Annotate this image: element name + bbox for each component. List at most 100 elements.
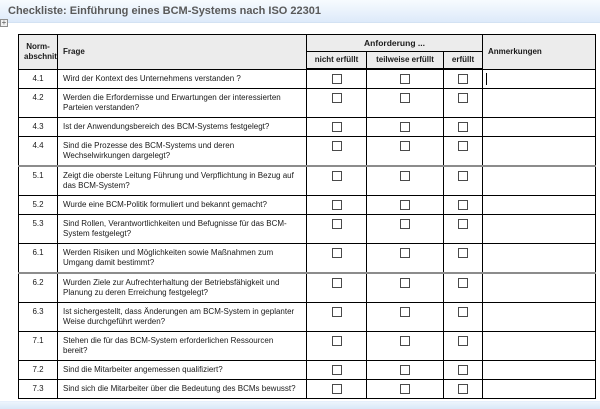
anmerkungen-cell[interactable] xyxy=(482,165,597,196)
checkbox-erfuellt-icon[interactable] xyxy=(458,336,468,346)
checkbox-nicht-erfuellt-icon[interactable] xyxy=(331,365,342,375)
header-row-top: Norm- abschnitt Frage Anforderung ... An… xyxy=(18,34,597,70)
checkbox-erfuellt-icon[interactable] xyxy=(458,307,468,317)
anmerkungen-cell[interactable] xyxy=(482,214,597,244)
text-cursor xyxy=(486,72,488,85)
checkbox-cell-erfuellt[interactable] xyxy=(442,214,484,244)
anmerkungen-cell[interactable] xyxy=(482,272,597,303)
checkbox-erfuellt-icon[interactable] xyxy=(458,219,468,229)
checkbox-teilweise-erfuellt-icon[interactable] xyxy=(400,74,410,84)
checkbox-teilweise-erfuellt-icon[interactable] xyxy=(400,384,410,394)
checkbox-nicht-erfuellt-icon[interactable] xyxy=(331,171,342,181)
checkbox-teilweise-erfuellt-icon[interactable] xyxy=(400,219,410,229)
checkbox-teilweise-erfuellt-icon[interactable] xyxy=(400,93,410,103)
norm-abschnitt-cell: 5.1 xyxy=(18,165,58,196)
checkbox-nicht-erfuellt-icon[interactable] xyxy=(331,74,342,84)
checkbox-nicht-erfuellt-icon[interactable] xyxy=(331,278,342,288)
checkbox-erfuellt-icon[interactable] xyxy=(458,141,468,151)
checkbox-erfuellt-icon[interactable] xyxy=(458,384,468,394)
anmerkungen-cell[interactable] xyxy=(482,243,597,274)
checkbox-cell-teilweise-erfuellt[interactable] xyxy=(366,117,444,137)
checkbox-cell-erfuellt[interactable] xyxy=(442,136,484,167)
checkbox-cell-nicht-erfuellt[interactable] xyxy=(306,360,367,380)
col-header-frage: Frage xyxy=(57,34,307,70)
checkbox-cell-teilweise-erfuellt[interactable] xyxy=(366,136,444,167)
checkbox-cell-teilweise-erfuellt[interactable] xyxy=(366,68,444,89)
frage-cell: Ist der Anwendungsbereich des BCM-System… xyxy=(57,117,307,137)
checkbox-cell-nicht-erfuellt[interactable] xyxy=(306,165,367,196)
checkbox-cell-erfuellt[interactable] xyxy=(442,360,484,380)
norm-abschnitt-cell: 7.2 xyxy=(18,360,58,380)
checkbox-teilweise-erfuellt-icon[interactable] xyxy=(400,248,410,258)
checkbox-nicht-erfuellt-icon[interactable] xyxy=(331,307,342,317)
anmerkungen-cell[interactable] xyxy=(482,88,597,118)
checkbox-cell-erfuellt[interactable] xyxy=(442,272,484,303)
checkbox-cell-erfuellt[interactable] xyxy=(442,243,484,274)
checkbox-cell-erfuellt[interactable] xyxy=(442,117,484,137)
anmerkungen-cell[interactable] xyxy=(482,360,597,380)
checkbox-cell-nicht-erfuellt[interactable] xyxy=(306,68,367,89)
checkbox-teilweise-erfuellt-icon[interactable] xyxy=(400,307,410,317)
checkbox-teilweise-erfuellt-icon[interactable] xyxy=(400,200,410,210)
checkbox-erfuellt-icon[interactable] xyxy=(458,200,468,210)
checkbox-cell-nicht-erfuellt[interactable] xyxy=(306,302,367,332)
checkbox-nicht-erfuellt-icon[interactable] xyxy=(331,384,342,394)
checkbox-cell-nicht-erfuellt[interactable] xyxy=(306,117,367,137)
checkbox-erfuellt-icon[interactable] xyxy=(458,365,468,375)
checkbox-cell-teilweise-erfuellt[interactable] xyxy=(366,214,444,244)
checkbox-cell-nicht-erfuellt[interactable] xyxy=(306,272,367,303)
checkbox-cell-erfuellt[interactable] xyxy=(442,68,484,89)
checkbox-cell-erfuellt[interactable] xyxy=(442,88,484,118)
checkbox-nicht-erfuellt-icon[interactable] xyxy=(331,336,342,346)
checkbox-erfuellt-icon[interactable] xyxy=(458,74,468,84)
checkbox-cell-teilweise-erfuellt[interactable] xyxy=(366,165,444,196)
checkbox-cell-nicht-erfuellt[interactable] xyxy=(306,331,367,361)
anmerkungen-cell[interactable] xyxy=(482,302,597,332)
checkbox-cell-teilweise-erfuellt[interactable] xyxy=(366,243,444,274)
checkbox-cell-teilweise-erfuellt[interactable] xyxy=(366,379,444,399)
checkbox-erfuellt-icon[interactable] xyxy=(458,93,468,103)
checkbox-teilweise-erfuellt-icon[interactable] xyxy=(400,336,410,346)
checkbox-cell-erfuellt[interactable] xyxy=(442,379,484,399)
checkbox-cell-nicht-erfuellt[interactable] xyxy=(306,195,367,215)
norm-abschnitt-cell: 6.1 xyxy=(18,243,58,274)
checkbox-erfuellt-icon[interactable] xyxy=(458,278,468,288)
checkbox-cell-erfuellt[interactable] xyxy=(442,165,484,196)
checkbox-cell-teilweise-erfuellt[interactable] xyxy=(366,331,444,361)
checkbox-cell-teilweise-erfuellt[interactable] xyxy=(366,195,444,215)
checkbox-cell-erfuellt[interactable] xyxy=(442,302,484,332)
checkbox-teilweise-erfuellt-icon[interactable] xyxy=(400,122,410,132)
checkbox-erfuellt-icon[interactable] xyxy=(458,122,468,132)
table-move-handle-icon[interactable]: + xyxy=(0,18,8,27)
anmerkungen-cell[interactable] xyxy=(482,136,597,167)
checkbox-nicht-erfuellt-icon[interactable] xyxy=(331,200,342,210)
frage-cell: Wird der Kontext des Unternehmens versta… xyxy=(57,68,307,89)
anmerkungen-cell[interactable] xyxy=(482,331,597,361)
checkbox-cell-nicht-erfuellt[interactable] xyxy=(306,214,367,244)
checkbox-cell-nicht-erfuellt[interactable] xyxy=(306,88,367,118)
checkbox-nicht-erfuellt-icon[interactable] xyxy=(331,141,342,151)
checkbox-nicht-erfuellt-icon[interactable] xyxy=(331,248,342,258)
checkbox-teilweise-erfuellt-icon[interactable] xyxy=(400,365,410,375)
checkbox-cell-teilweise-erfuellt[interactable] xyxy=(366,360,444,380)
anmerkungen-cell[interactable] xyxy=(482,379,597,399)
checkbox-teilweise-erfuellt-icon[interactable] xyxy=(400,141,410,151)
anmerkungen-cell[interactable] xyxy=(482,195,597,215)
checkbox-cell-erfuellt[interactable] xyxy=(442,331,484,361)
anmerkungen-cell[interactable] xyxy=(482,68,597,89)
checkbox-erfuellt-icon[interactable] xyxy=(458,248,468,258)
checkbox-nicht-erfuellt-icon[interactable] xyxy=(331,219,342,229)
checkbox-cell-teilweise-erfuellt[interactable] xyxy=(366,272,444,303)
checkbox-teilweise-erfuellt-icon[interactable] xyxy=(400,278,410,288)
anmerkungen-cell[interactable] xyxy=(482,117,597,137)
checkbox-cell-nicht-erfuellt[interactable] xyxy=(306,243,367,274)
checkbox-nicht-erfuellt-icon[interactable] xyxy=(331,93,342,103)
checkbox-teilweise-erfuellt-icon[interactable] xyxy=(400,171,410,181)
checkbox-cell-teilweise-erfuellt[interactable] xyxy=(366,88,444,118)
checkbox-cell-teilweise-erfuellt[interactable] xyxy=(366,302,444,332)
checkbox-cell-nicht-erfuellt[interactable] xyxy=(306,136,367,167)
checkbox-nicht-erfuellt-icon[interactable] xyxy=(331,122,342,132)
checkbox-cell-nicht-erfuellt[interactable] xyxy=(306,379,367,399)
checkbox-cell-erfuellt[interactable] xyxy=(442,195,484,215)
checkbox-erfuellt-icon[interactable] xyxy=(458,171,468,181)
